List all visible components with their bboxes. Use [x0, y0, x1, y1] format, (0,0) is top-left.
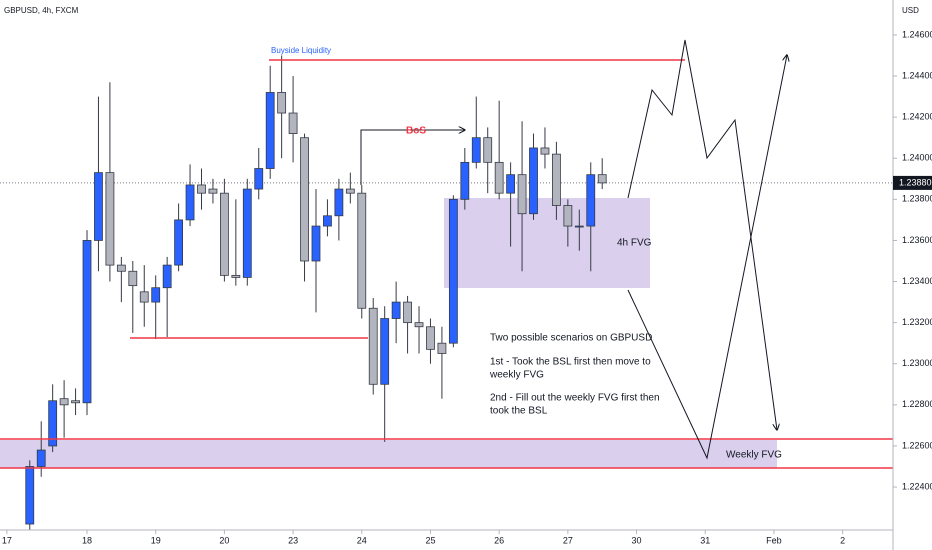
- x-tick-label: 2: [840, 535, 845, 545]
- y-tick-label: 1.23000: [902, 358, 932, 368]
- candle-body: [254, 168, 264, 190]
- x-tick-label: 17: [2, 535, 12, 545]
- symbol-label: GBPUSD, 4h, FXCM: [4, 6, 79, 15]
- y-tick-label: 1.24200: [902, 112, 932, 122]
- x-tick-label: Feb: [766, 535, 782, 545]
- candle-body: [208, 188, 218, 194]
- currency-label: USD: [902, 6, 919, 15]
- candle-body: [242, 188, 252, 278]
- annotations: Buyside Liquidity BoS 4h FVG Weekly FVG …: [0, 39, 893, 469]
- candle-body: [174, 219, 184, 266]
- candle-body: [448, 198, 458, 344]
- candle-body: [494, 161, 504, 194]
- bos-label: BoS: [406, 126, 426, 137]
- candle-body: [231, 274, 241, 278]
- y-tick-label: 1.23800: [902, 194, 932, 204]
- drawings: [0, 198, 777, 468]
- y-tick-label: 1.23400: [902, 276, 932, 286]
- candle-body: [540, 147, 550, 155]
- x-tick-label: 18: [82, 535, 92, 545]
- candle-body: [197, 184, 206, 194]
- candle-body: [94, 172, 103, 241]
- candle-body: [116, 264, 126, 272]
- y-tick-label: 1.24600: [902, 29, 932, 39]
- y-tick-label: 1.22400: [902, 481, 932, 491]
- weekly-fvg-label: Weekly FVG: [726, 450, 782, 461]
- candle-body: [151, 287, 161, 303]
- y-tick-label: 1.22600: [902, 440, 932, 450]
- candles: [25, 55, 607, 530]
- candle-body: [368, 307, 378, 385]
- x-tick-label: 25: [425, 535, 435, 545]
- candle-body: [334, 188, 344, 217]
- candle-body: [345, 188, 355, 194]
- candle-body: [48, 400, 58, 447]
- candle-body: [391, 301, 401, 319]
- candle-body: [25, 466, 35, 525]
- candle-body: [219, 192, 229, 276]
- candle-body: [517, 174, 527, 215]
- candle-body: [82, 240, 92, 404]
- candle-body: [506, 174, 516, 194]
- note: Two possible scenarios on GBPUSD: [490, 333, 652, 344]
- weekly-fvg-zone: [0, 440, 777, 468]
- y-tick-label: 1.24000: [902, 153, 932, 163]
- candle-body: [323, 215, 332, 227]
- x-tick-label: 24: [357, 535, 367, 545]
- candle-body: [357, 192, 367, 309]
- candle-body: [311, 225, 321, 262]
- x-tick-label: 30: [632, 535, 642, 545]
- candle-body: [471, 137, 481, 163]
- candle-body: [288, 112, 298, 134]
- x-tick-label: 26: [494, 535, 504, 545]
- candle-body: [586, 174, 596, 227]
- y-tick-label: 1.24400: [902, 70, 932, 80]
- y-tick-label: 1.23600: [902, 235, 932, 245]
- candle-body: [460, 161, 470, 200]
- candle-body: [71, 400, 80, 404]
- candle-body: [128, 270, 138, 287]
- note: 2nd - Fill out the weekly FVG first then: [490, 393, 660, 404]
- last-price-box: [893, 175, 932, 190]
- candle-body: [563, 205, 573, 227]
- candle-body: [574, 225, 584, 228]
- note: 1st - Took the BSL first then move to: [490, 357, 651, 368]
- candle-body: [437, 342, 447, 354]
- candle-body: [380, 318, 390, 385]
- candle-body: [265, 92, 275, 169]
- candle-body: [185, 184, 195, 221]
- note: weekly FVG: [489, 370, 544, 381]
- x-tick-label: 19: [151, 535, 161, 545]
- candle-body: [483, 137, 493, 163]
- candle-body: [414, 322, 424, 328]
- y-tick-label: 1.23200: [902, 317, 932, 327]
- candle-body: [529, 147, 538, 215]
- bsl-label: Buyside Liquidity: [271, 46, 331, 55]
- x-tick-label: 31: [700, 535, 710, 545]
- candle-body: [105, 172, 115, 266]
- candle-body: [597, 174, 607, 184]
- candle-body: [36, 449, 46, 467]
- candle-body: [426, 326, 435, 350]
- y-tick-label: 1.22800: [902, 399, 932, 409]
- x-tick-label: 23: [288, 535, 298, 545]
- candle-body: [162, 264, 172, 289]
- candle-body: [403, 301, 412, 324]
- candle-body: [139, 291, 149, 303]
- last-price-label: 1.23880: [899, 177, 932, 187]
- fvg-4h-label: 4h FVG: [617, 238, 652, 249]
- candle-body: [552, 153, 561, 206]
- fvg-4h-zone: [444, 198, 650, 288]
- x-tick-label: 20: [219, 535, 229, 545]
- candle-body: [277, 92, 287, 114]
- scenario-2: [627, 55, 787, 460]
- candle-body: [59, 398, 69, 406]
- bos-arrow: [360, 130, 465, 185]
- candle-body: [300, 137, 309, 262]
- note: took the BSL: [490, 406, 548, 417]
- x-tick-label: 27: [563, 535, 573, 545]
- scenario-1: [627, 39, 777, 430]
- axes: 1.24600 1.24400 1.24200 1.24000 1.23800 1.236…: [2, 29, 932, 545]
